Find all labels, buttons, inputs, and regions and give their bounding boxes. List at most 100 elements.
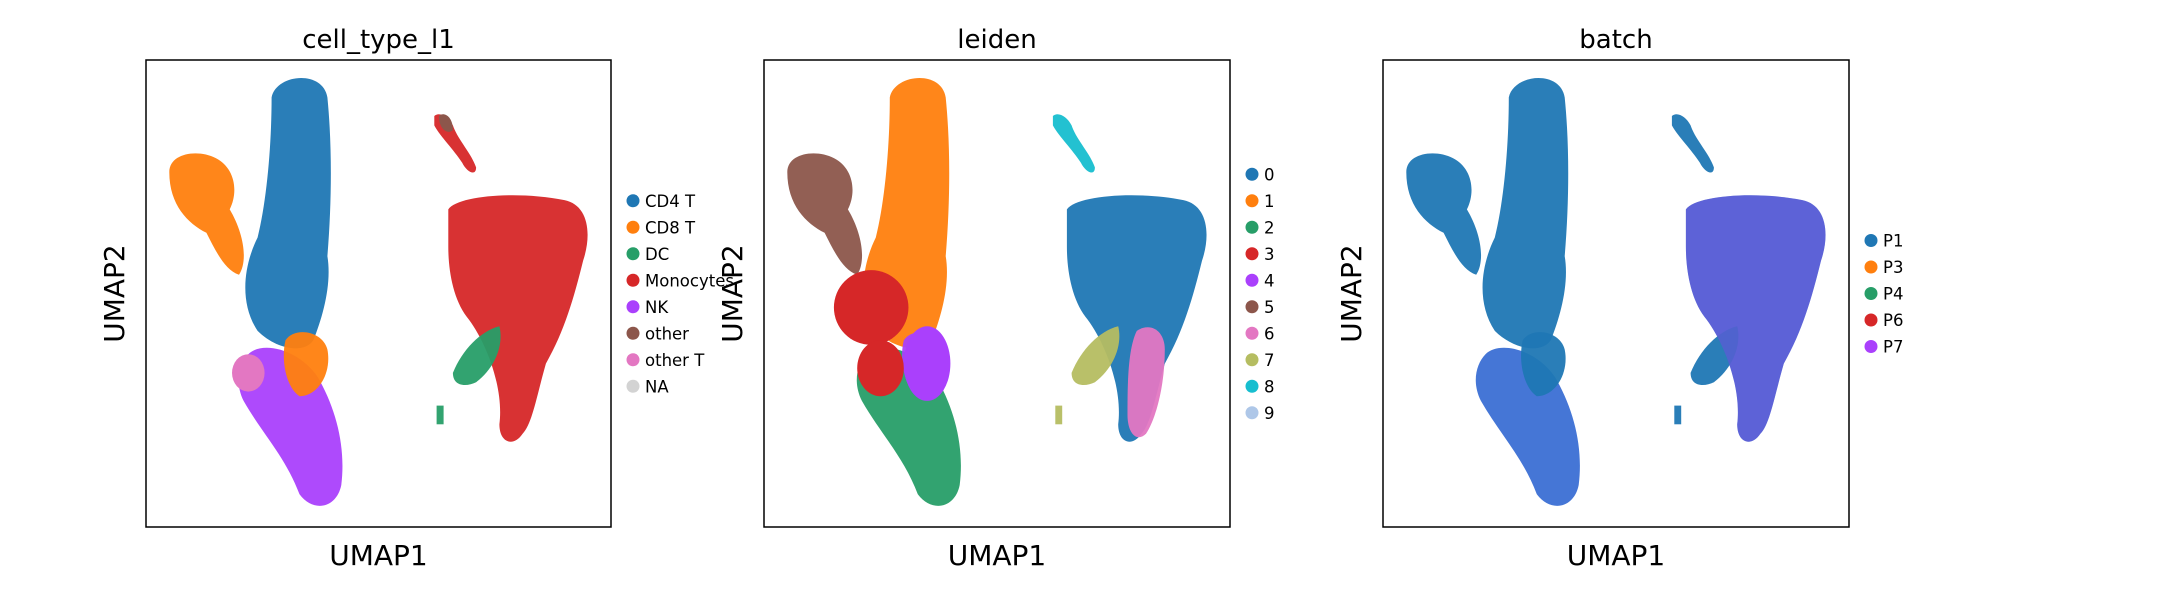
legend: CD4 T CD8 T DC Monocytes NK other other T NA: [626, 192, 734, 396]
x-axis-label: UMAP1: [1567, 539, 1666, 572]
legend-label: NK: [645, 298, 669, 317]
legend-label: CD4 T: [645, 192, 696, 211]
legend-item: other T: [626, 351, 705, 370]
legend-label: Monocytes: [645, 271, 734, 290]
legend-item: 6: [1245, 324, 1275, 343]
cluster-4: [903, 326, 951, 401]
legend-label: 2: [1264, 218, 1275, 237]
cluster-3: [833, 270, 909, 345]
legend-item: 2: [1245, 218, 1275, 237]
cluster-dot1: [1674, 405, 1682, 425]
legend-marker: [1245, 273, 1259, 287]
legend-marker: [1245, 247, 1259, 261]
legend-item: 8: [1245, 377, 1275, 396]
cluster-dot1: [1055, 405, 1063, 425]
cluster-trunk: [245, 78, 331, 349]
legend-marker: [626, 194, 640, 208]
legend-item: 7: [1245, 351, 1275, 370]
legend-item: P1: [1864, 232, 1903, 251]
legend-item: CD8 T: [626, 218, 696, 237]
legend-label: CD8 T: [645, 218, 696, 237]
cluster-cd8Mid: [283, 332, 329, 397]
legend-marker: [1245, 220, 1259, 234]
legend-label: P7: [1883, 338, 1903, 357]
legend-item: DC: [626, 245, 669, 264]
cluster-other-t: [232, 354, 265, 392]
scatter-points: [169, 78, 588, 506]
cluster-leftArm: [169, 153, 244, 275]
legend: 0 1 2 3 4 5 6 7 8 9: [1245, 165, 1275, 423]
cluster-smallTop: [1671, 114, 1714, 173]
legend-label: other T: [645, 351, 705, 370]
legend-label: 4: [1264, 271, 1275, 290]
plot-frame: [145, 59, 612, 528]
legend-label: NA: [645, 377, 669, 396]
legend-marker: [626, 273, 640, 287]
legend-marker: [1245, 300, 1259, 314]
plot-frame: [1382, 59, 1850, 528]
legend-marker: [1864, 287, 1878, 300]
cluster-dcArm: [452, 326, 501, 386]
y-axis-label: UMAP2: [98, 244, 131, 343]
x-axis-label: UMAP1: [948, 539, 1047, 572]
chart-title: leiden: [957, 25, 1036, 55]
cluster-trunk: [1482, 78, 1569, 349]
cluster-mono: [1066, 195, 1207, 442]
legend-marker: [626, 220, 640, 234]
legend-label: P1: [1883, 232, 1903, 251]
legend-item: P3: [1864, 258, 1903, 277]
legend-item: P4: [1864, 285, 1903, 304]
cluster-other: [438, 114, 453, 132]
scatter-points: [787, 78, 1207, 506]
batch-mix-overlay: [1685, 195, 1826, 442]
legend-item: 0: [1245, 165, 1275, 184]
cluster-dot1: [436, 405, 444, 425]
legend-marker: [1864, 340, 1878, 353]
legend-label: P4: [1883, 285, 1903, 304]
legend-label: other: [645, 324, 689, 343]
legend-marker: [626, 353, 640, 367]
legend-item: 5: [1245, 298, 1275, 317]
legend-label: 1: [1264, 192, 1275, 211]
legend-label: 3: [1264, 245, 1275, 264]
legend-marker: [1864, 260, 1878, 274]
plot-frame: [763, 59, 1231, 528]
legend-marker: [1245, 353, 1259, 367]
chart-title: cell_type_l1: [302, 25, 455, 55]
cluster-3b: [857, 340, 904, 397]
panel-2: leiden UMAP1 UMAP2 0 1 2 3 4 5 6 7 8 9: [716, 25, 1275, 572]
legend-label: 8: [1264, 377, 1275, 396]
legend-item: P6: [1864, 311, 1903, 330]
legend-marker: [1245, 379, 1259, 393]
legend-marker: [1245, 406, 1259, 420]
legend-marker: [1864, 234, 1878, 247]
legend-item: P7: [1864, 338, 1903, 357]
legend-marker: [1245, 194, 1259, 208]
legend-label: 7: [1264, 351, 1275, 370]
cluster-dcArm: [1690, 326, 1739, 386]
legend-marker: [1245, 326, 1259, 340]
chart-title: batch: [1579, 25, 1652, 55]
x-axis-label: UMAP1: [329, 539, 428, 572]
legend-item: NA: [626, 377, 669, 396]
panel-3: batch UMAP1 UMAP2 P1 P3 P4 P6 P7: [1335, 25, 1903, 572]
y-axis-label: UMAP2: [716, 244, 749, 343]
legend: P1 P3 P4 P6 P7: [1864, 232, 1903, 357]
legend-marker: [626, 300, 640, 314]
legend-label: 5: [1264, 298, 1275, 317]
legend-label: DC: [645, 245, 669, 264]
legend-label: 9: [1264, 404, 1275, 423]
legend-label: 0: [1264, 165, 1275, 184]
scatter-points: [1406, 78, 1826, 506]
cluster-mono: [1685, 195, 1826, 442]
cluster-dcArm: [1071, 326, 1120, 386]
cluster-leftArm: [787, 153, 863, 275]
legend-item: 9: [1245, 404, 1275, 423]
cluster-mono: [448, 195, 588, 442]
y-axis-label: UMAP2: [1335, 244, 1368, 343]
legend-marker: [626, 247, 640, 261]
legend-item: 3: [1245, 245, 1275, 264]
legend-item: CD4 T: [626, 192, 696, 211]
cluster-cd8Mid: [1521, 332, 1566, 397]
